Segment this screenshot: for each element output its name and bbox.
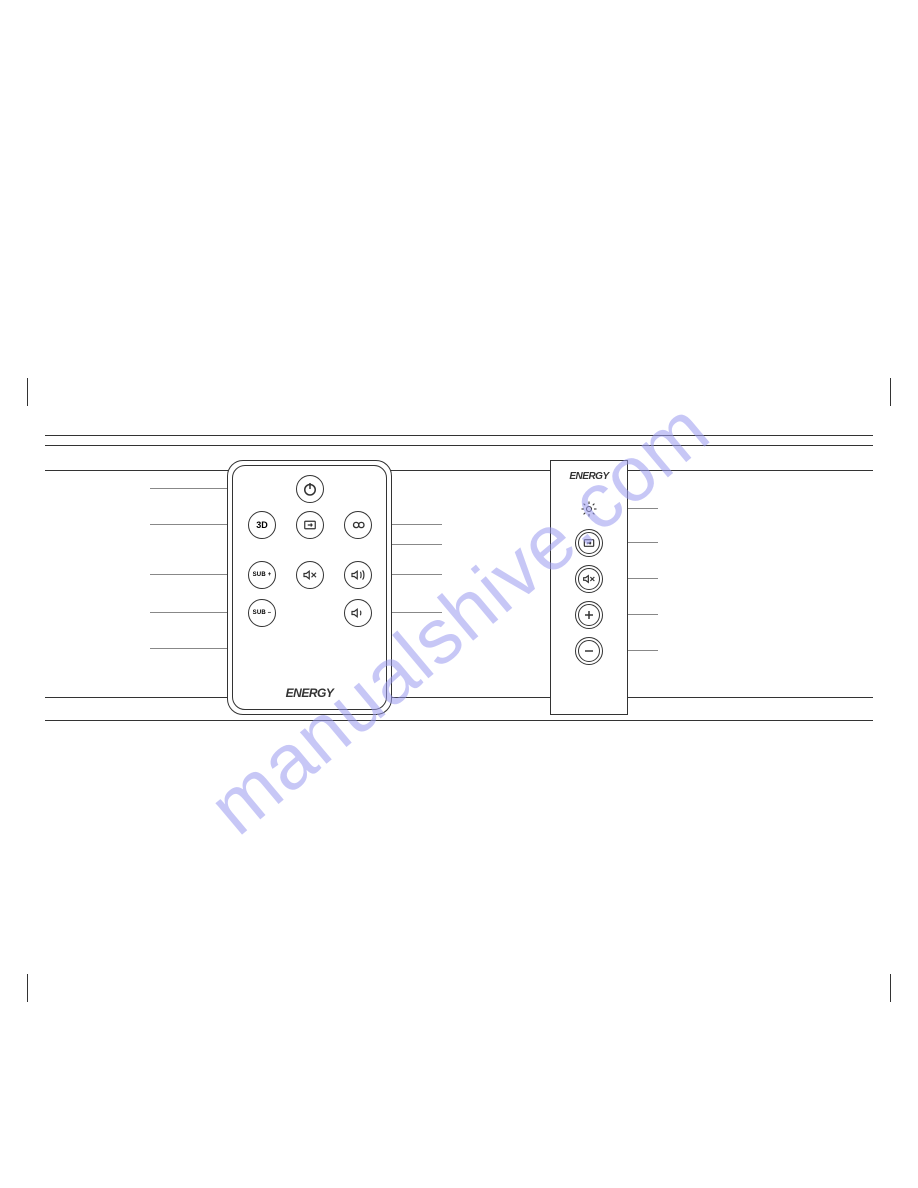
sub-plus-label: SUB + <box>253 572 272 578</box>
callout-line <box>150 524 232 525</box>
divider <box>45 470 873 471</box>
divider <box>45 435 873 436</box>
vol-up-button[interactable] <box>344 561 372 589</box>
crop-mark <box>27 378 28 406</box>
source-icon <box>301 516 319 534</box>
panel-brand: ENERGY <box>569 471 608 482</box>
led-icon <box>579 499 599 519</box>
crop-mark <box>890 378 891 406</box>
power-button[interactable] <box>296 475 324 503</box>
night-button[interactable] <box>344 511 372 539</box>
mute-icon <box>301 566 319 584</box>
sub-minus-button[interactable]: SUB – <box>248 599 276 627</box>
mute-button[interactable] <box>296 561 324 589</box>
3d-button[interactable]: 3D <box>248 511 276 539</box>
divider <box>45 445 873 446</box>
3d-label: 3D <box>256 520 268 530</box>
panel-vol-up-button[interactable] <box>575 601 603 629</box>
vol-down-icon <box>349 604 367 622</box>
crop-mark <box>890 974 891 1002</box>
crop-mark <box>27 974 28 1002</box>
infinity-icon <box>349 516 367 534</box>
sub-minus-label: SUB – <box>253 610 272 616</box>
callout-line <box>150 574 232 575</box>
remote-outline: 3D SUB + SUB – ENERGY <box>227 460 392 715</box>
plus-icon <box>581 607 597 623</box>
sub-plus-button[interactable]: SUB + <box>248 561 276 589</box>
divider <box>45 720 873 721</box>
panel-led <box>579 499 599 524</box>
mute-icon <box>581 571 597 587</box>
minus-icon <box>581 643 597 659</box>
remote-brand: ENERGY <box>286 686 334 700</box>
power-icon <box>301 480 319 498</box>
divider <box>45 697 873 698</box>
panel-outline: ENERGY <box>550 460 628 715</box>
vol-up-icon <box>349 566 367 584</box>
vol-down-button[interactable] <box>344 599 372 627</box>
source-icon <box>581 535 597 551</box>
panel-source-button[interactable] <box>575 529 603 557</box>
panel-mute-button[interactable] <box>575 565 603 593</box>
panel-vol-down-button[interactable] <box>575 637 603 665</box>
callout-line <box>150 612 232 613</box>
source-button[interactable] <box>296 511 324 539</box>
